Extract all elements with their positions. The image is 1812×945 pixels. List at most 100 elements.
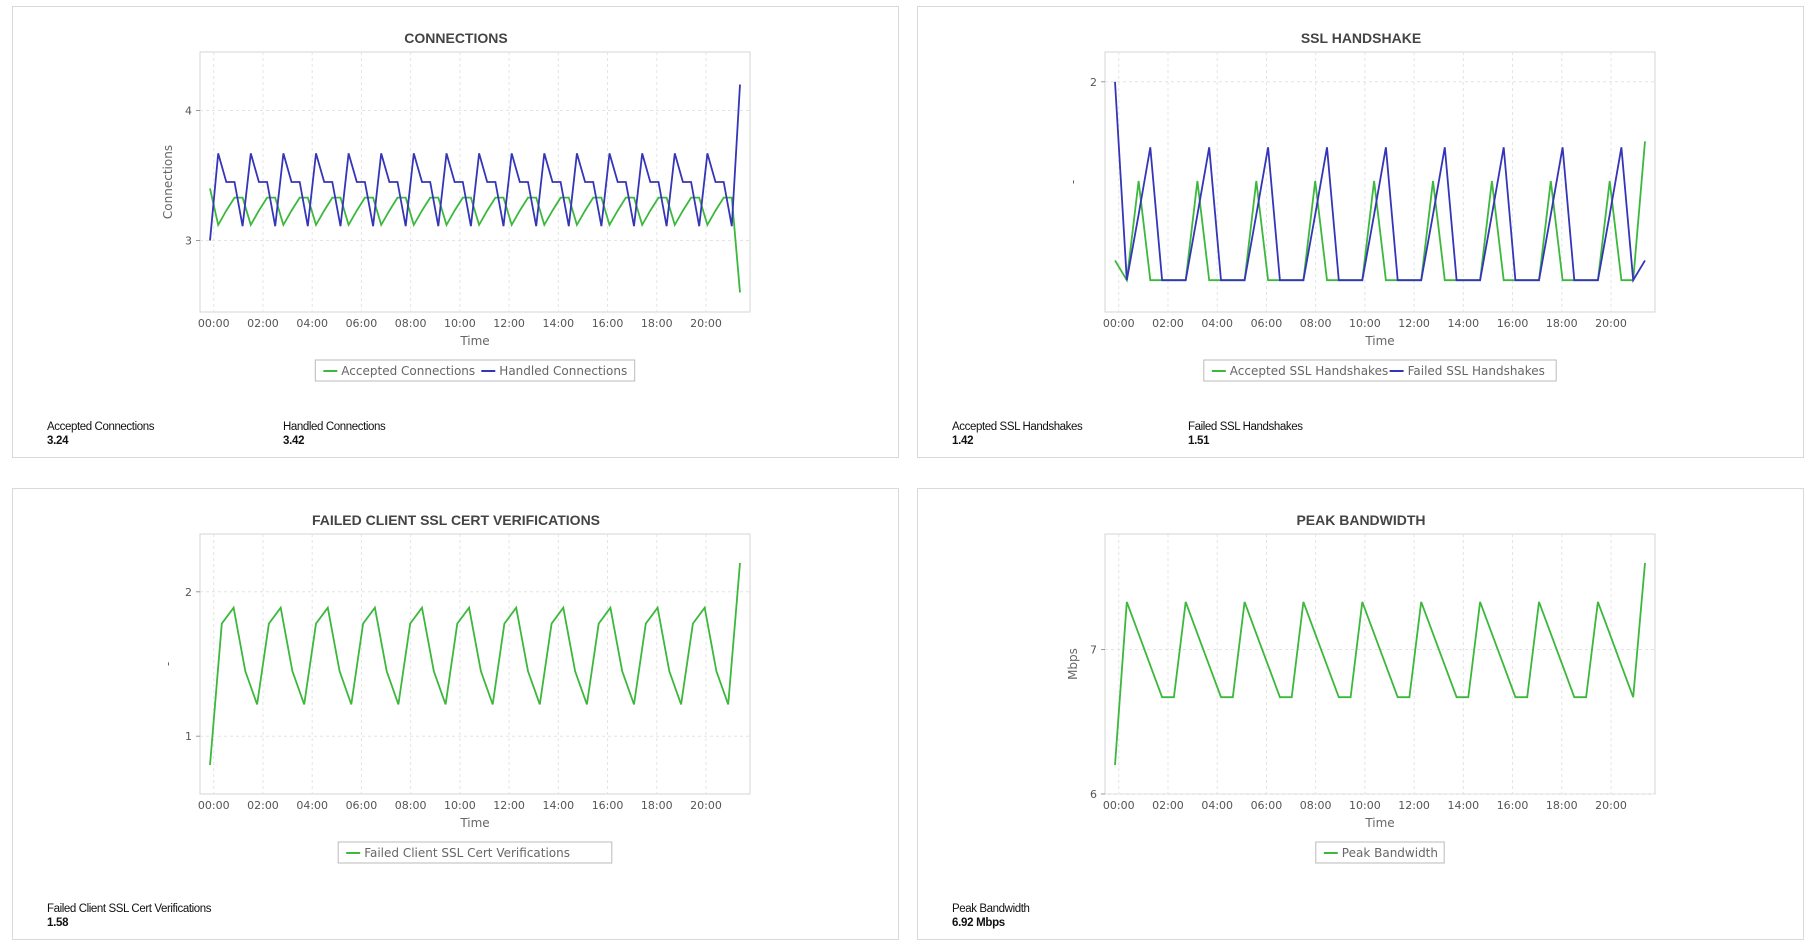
summary-value: 6.92 Mbps	[952, 917, 1005, 929]
x-tick-label: 10:00	[444, 317, 476, 330]
series-line	[1114, 141, 1646, 283]
summary-value: 1.58	[47, 917, 69, 929]
y-tick-label: 1	[185, 730, 192, 743]
x-tick-label: 20:00	[690, 799, 722, 812]
legend-label: Handled Connections	[499, 364, 627, 378]
y-tick-label: 2	[185, 586, 192, 599]
x-tick-label: 10:00	[1349, 317, 1381, 330]
x-tick-label: 04:00	[296, 317, 328, 330]
summary-label: Failed SSL Handshakes	[1188, 421, 1303, 433]
y-axis-label: Mbps	[1066, 648, 1080, 680]
x-axis-label: Time	[459, 816, 489, 830]
summary-stat: Handled Connections 3.42	[283, 421, 519, 447]
y-axis-label: -	[1066, 180, 1080, 184]
chart-title: FAILED CLIENT SSL CERT VERIFICATIONS	[312, 512, 600, 528]
x-tick-label: 10:00	[444, 799, 476, 812]
connections-summary: Accepted Connections 3.24 Handled Connec…	[47, 421, 519, 447]
summary-stat: Accepted Connections 3.24	[47, 421, 283, 447]
legend-label: Failed SSL Handshakes	[1408, 364, 1545, 378]
x-tick-label: 18:00	[1546, 799, 1578, 812]
peak-bandwidth-chart: PEAK BANDWIDTH 00:00 02:00 04:00 06:00 08:00 1…	[1066, 512, 1656, 864]
y-tick-label: 6	[1090, 788, 1097, 801]
peak-bandwidth-summary: Peak Bandwidth 6.92 Mbps	[952, 903, 1188, 929]
ssl-handshake-panel: SSL HANDSHAKE 00:00 02:00 04:00 06:00 08:00 10…	[917, 6, 1804, 458]
x-tick-label: 20:00	[1595, 799, 1627, 812]
x-tick-label: 20:00	[1595, 317, 1627, 330]
summary-label: Peak Bandwidth	[952, 903, 1030, 915]
connections-panel: CONNECTIONS 00:00 02:00 04:00 06:00 08:00 10:0…	[12, 6, 899, 458]
x-tick-label: 00:00	[198, 799, 230, 812]
legend-label: Accepted Connections	[341, 364, 475, 378]
summary-value: 1.42	[952, 435, 974, 447]
x-tick-label: 16:00	[592, 317, 624, 330]
x-tick-label: 16:00	[1497, 317, 1529, 330]
connections-chart: CONNECTIONS 00:00 02:00 04:00 06:00 08:00 10:0…	[161, 30, 751, 382]
x-tick-label: 02:00	[247, 799, 279, 812]
y-axis-label: -	[161, 662, 175, 666]
x-axis-label: Time	[1364, 816, 1394, 830]
x-tick-label: 08:00	[395, 799, 427, 812]
legend-box	[1203, 359, 1557, 382]
x-tick-label: 06:00	[346, 799, 378, 812]
x-tick-label: 20:00	[690, 317, 722, 330]
y-tick-label: 4	[185, 105, 192, 118]
series-line	[209, 562, 741, 766]
cert-verifications-chart: FAILED CLIENT SSL CERT VERIFICATIONS 00:0…	[161, 512, 751, 864]
legend-label: Failed Client SSL Cert Verifications	[364, 846, 570, 860]
series-line	[209, 188, 741, 293]
x-tick-label: 08:00	[395, 317, 427, 330]
x-axis-label: Time	[459, 334, 489, 348]
summary-value: 1.51	[1188, 435, 1210, 447]
x-tick-label: 02:00	[1152, 317, 1184, 330]
summary-label: Accepted SSL Handshakes	[952, 421, 1083, 433]
summary-stat: Accepted SSL Handshakes 1.42	[952, 421, 1188, 447]
x-tick-label: 00:00	[1103, 799, 1135, 812]
y-tick-label: 3	[185, 235, 192, 248]
x-tick-label: 14:00	[542, 317, 574, 330]
x-tick-label: 02:00	[1152, 799, 1184, 812]
x-tick-label: 14:00	[1447, 317, 1479, 330]
summary-label: Handled Connections	[283, 421, 386, 433]
x-tick-label: 08:00	[1300, 317, 1332, 330]
x-tick-label: 16:00	[1497, 799, 1529, 812]
x-tick-label: 12:00	[1398, 317, 1430, 330]
x-tick-label: 06:00	[346, 317, 378, 330]
summary-stat: Failed Client SSL Cert Verifications 1.5…	[47, 903, 283, 929]
summary-label: Failed Client SSL Cert Verifications	[47, 903, 212, 915]
series-line	[209, 84, 741, 241]
x-tick-label: 06:00	[1251, 799, 1283, 812]
legend-box	[314, 359, 636, 382]
x-tick-label: 06:00	[1251, 317, 1283, 330]
y-tick-label: 7	[1090, 644, 1097, 657]
series-line	[1114, 81, 1646, 284]
peak-bandwidth-panel: PEAK BANDWIDTH 00:00 02:00 04:00 06:00 08:00 1…	[917, 488, 1804, 940]
chart-title: CONNECTIONS	[404, 30, 507, 46]
y-tick-label: 2	[1090, 76, 1097, 89]
chart-title: PEAK BANDWIDTH	[1296, 512, 1425, 528]
x-tick-label: 14:00	[542, 799, 574, 812]
summary-value: 3.24	[47, 435, 69, 447]
x-tick-label: 00:00	[1103, 317, 1135, 330]
chart-title: SSL HANDSHAKE	[1301, 30, 1421, 46]
x-tick-label: 16:00	[592, 799, 624, 812]
x-tick-label: 04:00	[1201, 317, 1233, 330]
x-tick-label: 10:00	[1349, 799, 1381, 812]
summary-stat: Failed SSL Handshakes 1.51	[1188, 421, 1424, 447]
summary-value: 3.42	[283, 435, 305, 447]
x-tick-label: 12:00	[493, 317, 525, 330]
x-tick-label: 04:00	[296, 799, 328, 812]
x-tick-label: 12:00	[493, 799, 525, 812]
legend-label: Accepted SSL Handshakes	[1230, 364, 1388, 378]
x-tick-label: 18:00	[641, 799, 673, 812]
y-axis-label: Connections	[161, 145, 175, 219]
cert-verifications-panel: FAILED CLIENT SSL CERT VERIFICATIONS 00:0…	[12, 488, 899, 940]
ssl-handshake-chart: SSL HANDSHAKE 00:00 02:00 04:00 06:00 08:00 10…	[1066, 30, 1656, 382]
ssl-handshake-summary: Accepted SSL Handshakes 1.42 Failed SSL …	[952, 421, 1424, 447]
summary-label: Accepted Connections	[47, 421, 155, 433]
x-tick-label: 04:00	[1201, 799, 1233, 812]
series-line	[1114, 562, 1646, 766]
x-tick-label: 08:00	[1300, 799, 1332, 812]
x-tick-label: 12:00	[1398, 799, 1430, 812]
legend-box	[1315, 841, 1445, 864]
x-tick-label: 00:00	[198, 317, 230, 330]
